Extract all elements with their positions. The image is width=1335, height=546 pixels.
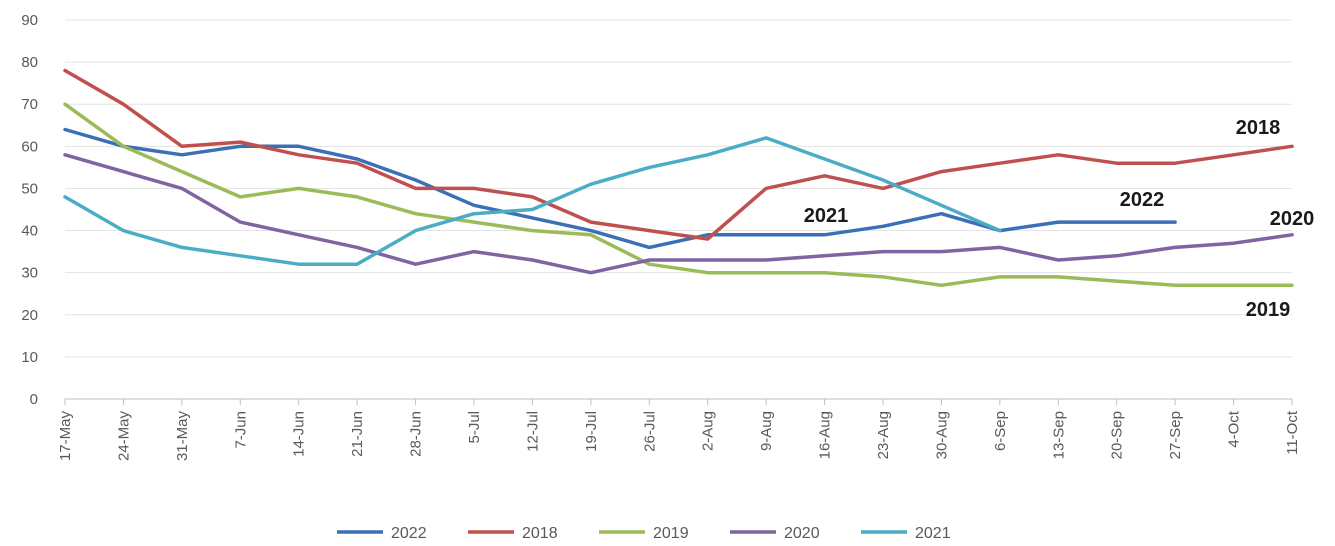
series-annotations: 2018 2022 2021 2020 2019	[804, 117, 1315, 321]
y-tick-label: 80	[21, 54, 38, 71]
x-tick-label: 11-Oct	[1284, 410, 1301, 455]
y-axis-tick-labels: 0 10 20 30 40 50 60 70 80 90	[21, 12, 38, 408]
x-tick-label: 20-Sep	[1109, 411, 1126, 459]
annotation-2020: 2020	[1270, 208, 1315, 230]
legend-label: 2022	[391, 525, 427, 542]
y-tick-label: 40	[21, 223, 38, 240]
x-tick-label: 23-Aug	[875, 411, 892, 459]
y-tick-label: 30	[21, 265, 38, 282]
series-lines	[63, 68, 1294, 288]
x-axis: 17-May 24-May 31-May 7-Jun 14-Jun 21-Jun 28-Ju…	[57, 399, 1301, 461]
series-line-2018	[63, 68, 1294, 241]
legend-label: 2021	[915, 525, 951, 542]
series-line-2021	[63, 136, 1002, 266]
x-tick-label: 24-May	[115, 411, 132, 462]
y-tick-label: 0	[30, 391, 38, 408]
x-tick-label: 30-Aug	[933, 411, 950, 459]
x-tick-label: 28-Jun	[408, 411, 425, 457]
series-line-2019	[63, 102, 1294, 288]
x-tick-label: 19-Jul	[583, 411, 600, 452]
series-line-2020	[63, 153, 1294, 275]
legend-label: 2018	[522, 525, 558, 542]
y-tick-label: 60	[21, 138, 38, 155]
legend-label: 2020	[784, 525, 820, 542]
gridlines	[65, 19, 1292, 400]
annotation-2021: 2021	[804, 205, 849, 227]
y-tick-label: 90	[21, 12, 38, 29]
x-tick-label: 17-May	[57, 411, 74, 462]
x-tick-label: 21-Jun	[349, 411, 366, 457]
x-tick-label: 31-May	[174, 411, 191, 462]
annotation-2022: 2022	[1120, 189, 1165, 211]
x-tick-label: 26-Jul	[641, 411, 658, 452]
x-tick-label: 12-Jul	[524, 411, 541, 452]
x-tick-label: 2-Aug	[700, 411, 717, 451]
x-tick-label: 5-Jul	[466, 411, 483, 444]
x-tick-label: 27-Sep	[1167, 411, 1184, 459]
x-tick-label: 13-Sep	[1050, 411, 1067, 459]
y-tick-label: 70	[21, 96, 38, 113]
y-tick-label: 10	[21, 349, 38, 366]
x-tick-label: 9-Aug	[758, 411, 775, 451]
x-tick-label: 4-Oct	[1226, 410, 1243, 448]
legend: 2022 2018 2019 2020 2021	[337, 525, 951, 542]
legend-label: 2019	[653, 525, 689, 542]
annotation-2019: 2019	[1246, 299, 1291, 321]
annotation-2018: 2018	[1236, 117, 1281, 139]
x-tick-label: 16-Aug	[817, 411, 834, 459]
x-tick-label: 6-Sep	[992, 411, 1009, 451]
x-tick-label: 14-Jun	[291, 411, 308, 457]
y-tick-label: 20	[21, 307, 38, 324]
y-tick-label: 50	[21, 180, 38, 197]
x-tick-label: 7-Jun	[232, 411, 249, 449]
